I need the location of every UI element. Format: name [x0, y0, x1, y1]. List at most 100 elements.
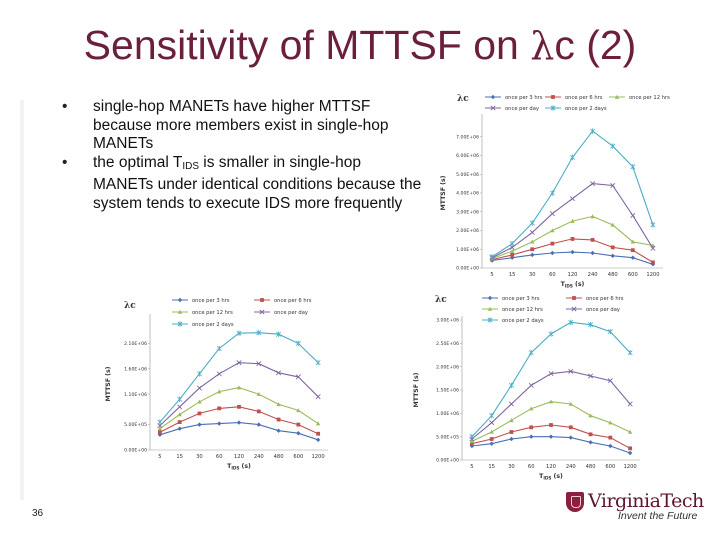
- legend-label: once per 3 hrs: [505, 95, 543, 101]
- legend-label: once per 3 hrs: [192, 298, 230, 304]
- legend-swatch-marker: [550, 105, 556, 111]
- data-point: [276, 428, 281, 433]
- legend-label: once per 2 days: [192, 322, 234, 328]
- y-axis-label: MTTSF (s): [413, 372, 420, 407]
- legend-swatch-marker: [177, 321, 183, 327]
- legend-label: once per 12 hrs: [502, 307, 543, 313]
- data-point: [508, 401, 514, 407]
- data-point: [590, 128, 596, 134]
- data-point: [608, 420, 613, 425]
- legend-label: once per 12 hrs: [629, 95, 670, 101]
- data-point: [236, 385, 242, 390]
- data-point: [217, 389, 222, 394]
- legend-label: once per 2 days: [565, 106, 607, 112]
- legend-title-lambda: λc: [435, 295, 447, 305]
- data-point: [529, 220, 535, 226]
- data-point: [610, 222, 615, 227]
- data-point: [295, 340, 301, 347]
- title-lambda: λ: [530, 24, 555, 68]
- data-point: [469, 433, 475, 440]
- legend-title-lambda: λc: [457, 94, 469, 104]
- y-tick-label: 0.00E+00: [456, 266, 479, 272]
- legend-label: once per day: [505, 106, 539, 112]
- legend-label: once per 6 hrs: [274, 298, 312, 304]
- data-point: [630, 164, 636, 170]
- x-tick-label: 30: [508, 464, 515, 470]
- data-point: [588, 413, 593, 418]
- data-point: [569, 196, 576, 202]
- data-point: [590, 181, 596, 187]
- x-tick-label: 1200: [312, 454, 325, 460]
- data-point: [548, 434, 554, 439]
- data-point: [627, 450, 633, 456]
- data-point: [256, 391, 261, 396]
- series-line: [159, 422, 319, 441]
- data-point: [177, 412, 182, 417]
- data-point: [509, 430, 514, 434]
- data-point: [651, 260, 655, 265]
- bullet-text: the optimal T: [93, 153, 183, 171]
- data-point: [530, 239, 535, 244]
- data-point: [590, 237, 595, 242]
- data-point: [627, 349, 633, 356]
- legend-swatch-marker: [614, 94, 620, 99]
- data-point: [256, 409, 261, 414]
- x-tick-label: 600: [628, 272, 638, 278]
- x-tick-label: 600: [605, 464, 615, 470]
- data-point: [568, 368, 574, 374]
- data-point: [509, 248, 515, 253]
- x-tick-label: 60: [216, 454, 223, 460]
- data-point: [529, 434, 534, 439]
- data-point: [296, 431, 301, 436]
- page-number: 36: [32, 508, 44, 519]
- bullet-item: the optimal TIDS is smaller in single-ho…: [62, 154, 422, 214]
- data-point: [197, 411, 202, 416]
- data-point: [630, 255, 636, 260]
- data-point: [217, 406, 222, 411]
- data-point: [588, 440, 593, 445]
- data-point: [177, 426, 182, 431]
- y-tick-label: 5.00E+06: [456, 172, 479, 178]
- legend-swatch-marker: [572, 296, 576, 300]
- legend-label: once per day: [586, 307, 620, 313]
- y-tick-label: 5.00E+05: [124, 422, 147, 428]
- x-tick-label: 5: [158, 454, 161, 460]
- data-point: [315, 359, 321, 366]
- title-suffix: c (2): [554, 22, 637, 68]
- x-tick-label: 240: [566, 464, 576, 470]
- data-point: [607, 378, 613, 384]
- x-tick-label: 60: [528, 464, 535, 470]
- y-tick-label: 1.60E+06: [124, 366, 147, 372]
- legend-swatch-marker: [260, 298, 264, 302]
- data-point: [509, 240, 515, 247]
- bullet-subscript: IDS: [182, 160, 199, 172]
- data-point: [157, 419, 163, 425]
- data-point: [650, 245, 656, 251]
- data-point: [197, 399, 202, 404]
- data-point: [549, 423, 553, 427]
- data-point: [296, 422, 301, 427]
- data-point: [236, 420, 242, 425]
- data-point: [570, 218, 575, 223]
- x-tick-label: 240: [588, 272, 598, 278]
- left-accent-bar: [20, 100, 24, 500]
- y-tick-label: 0.00E+00: [436, 458, 459, 464]
- data-point: [295, 374, 301, 380]
- data-point: [489, 420, 495, 426]
- data-point: [315, 437, 321, 443]
- data-point: [276, 370, 282, 376]
- x-tick-label: 1200: [624, 464, 637, 470]
- y-tick-label: 2.10E+06: [124, 341, 147, 347]
- legend-label: once per 3 hrs: [502, 296, 540, 302]
- data-point: [276, 402, 281, 407]
- data-point: [568, 435, 573, 440]
- data-point: [607, 328, 613, 335]
- series-line: [471, 436, 631, 454]
- data-point: [489, 254, 495, 260]
- data-point: [217, 421, 222, 426]
- legend-label: once per 2 days: [502, 318, 544, 324]
- y-tick-label: 6.00E+06: [456, 153, 479, 159]
- x-tick-label: 480: [274, 454, 284, 460]
- data-point: [315, 421, 321, 426]
- data-point: [528, 382, 534, 388]
